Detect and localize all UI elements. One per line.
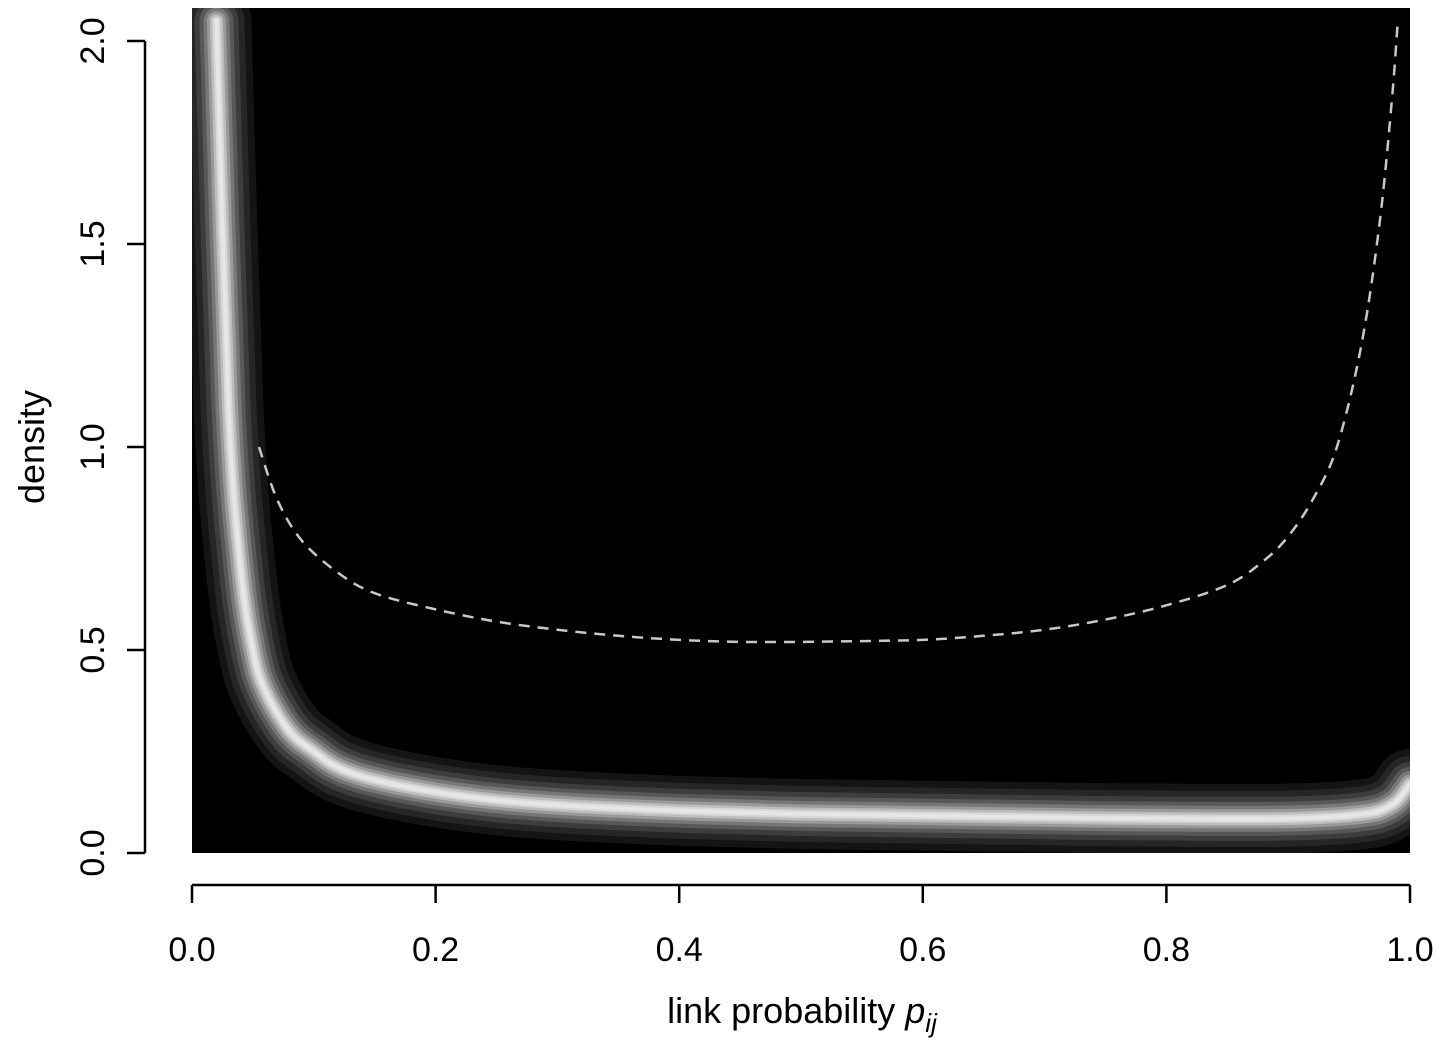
x-axis-title-subscript: ij [925, 1008, 938, 1038]
plot-background [192, 8, 1410, 853]
x-axis: 0.0 0.2 0.4 0.6 0.8 1.0 [168, 883, 1434, 969]
series-layer [192, 8, 1410, 853]
x-tick-label-2: 0.4 [656, 931, 703, 969]
x-tick-label-0: 0.0 [168, 931, 215, 969]
x-tick-label-1: 0.2 [412, 931, 459, 969]
density-band [192, 8, 1410, 853]
dashed-density-line [257, 20, 1400, 644]
x-axis-title-symbol: p [904, 990, 925, 1031]
x-tick-label-3: 0.6 [899, 931, 946, 969]
density-band-layer-8 [214, 18, 1410, 821]
x-axis-title-text: link probability [667, 990, 895, 1031]
x-tick-label-5: 1.0 [1386, 931, 1433, 969]
y-tick-label-0: 0.0 [74, 829, 112, 876]
y-tick-label-2: 1.0 [74, 423, 112, 470]
y-tick-label-4: 2.0 [74, 17, 112, 64]
x-axis-title: link probability pij [667, 990, 938, 1038]
y-tick-label-3: 1.5 [74, 220, 112, 267]
y-axis-title: density [11, 390, 52, 504]
y-tick-label-1: 0.5 [74, 626, 112, 673]
y-axis: 0.0 0.5 1.0 1.5 2.0 [74, 17, 147, 877]
x-tick-label-4: 0.8 [1143, 931, 1190, 969]
